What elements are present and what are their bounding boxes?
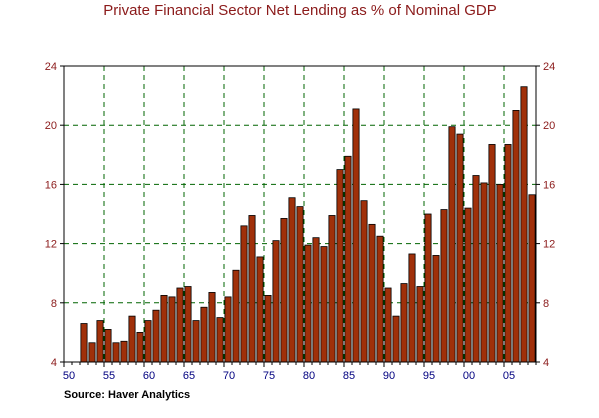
bar-1983 xyxy=(328,215,336,363)
bar-2007 xyxy=(520,86,528,363)
bar-1997 xyxy=(440,209,448,363)
bar-1989 xyxy=(376,235,384,363)
x-tick-label: 50 xyxy=(63,370,75,382)
bar-1994 xyxy=(416,286,424,363)
bar-1972 xyxy=(240,225,248,363)
y-tick-label-left: 12 xyxy=(45,239,57,251)
bar-1952 xyxy=(80,323,88,363)
bar-1990 xyxy=(384,287,392,363)
bar-2006 xyxy=(512,110,520,363)
bar-1962 xyxy=(160,294,168,363)
bar-1973 xyxy=(248,215,256,363)
y-tick-label-right: 24 xyxy=(543,61,555,73)
source-note: Source: Haver Analytics xyxy=(64,389,190,401)
bar-1974 xyxy=(256,256,264,363)
bar-1975 xyxy=(264,294,272,363)
bar-1956 xyxy=(112,342,120,363)
x-tick-label: 05 xyxy=(503,370,515,382)
bar-1988 xyxy=(368,223,376,363)
bar-1991 xyxy=(392,315,400,363)
bar-1995 xyxy=(424,213,432,363)
bar-1976 xyxy=(272,240,280,363)
bar-2000 xyxy=(464,207,472,363)
bar-1985 xyxy=(344,155,352,363)
bar-1999 xyxy=(456,133,464,363)
y-tick-label-left: 8 xyxy=(51,298,57,310)
bar-1982 xyxy=(320,246,328,363)
bar-1993 xyxy=(408,253,416,363)
bar-1964 xyxy=(176,287,184,363)
y-tick-label-right: 4 xyxy=(543,357,549,369)
y-tick-label-right: 20 xyxy=(543,120,555,132)
plot-frame xyxy=(63,65,537,363)
y-tick-label-left: 4 xyxy=(51,357,57,369)
y-tick-label-right: 16 xyxy=(543,179,555,191)
y-tick-label-left: 16 xyxy=(45,179,57,191)
bar-1979 xyxy=(296,206,304,363)
bar-1963 xyxy=(168,296,176,363)
chart-title: Private Financial Sector Net Lending as … xyxy=(103,2,497,19)
bar-1986 xyxy=(352,108,360,363)
bar-1955 xyxy=(104,329,112,363)
bar-1960 xyxy=(144,320,152,363)
x-axis-labels: 50 55 60 65 70 75 80 85 90 95 00 05 xyxy=(63,370,515,382)
bar-1971 xyxy=(232,269,240,363)
x-tick-label: 70 xyxy=(223,370,235,382)
bar-1978 xyxy=(288,197,296,363)
bar-1984 xyxy=(336,169,344,363)
y-tick-label-left: 24 xyxy=(45,61,57,73)
bar-1957 xyxy=(120,340,128,363)
bar-1965 xyxy=(184,286,192,363)
x-tick-label: 60 xyxy=(143,370,155,382)
bar-1970 xyxy=(224,296,232,363)
bar-2004 xyxy=(496,183,504,363)
axis-ticks xyxy=(60,65,540,367)
x-tick-label: 80 xyxy=(303,370,315,382)
bar-1968 xyxy=(208,292,216,363)
x-tick-label: 65 xyxy=(183,370,195,382)
bar-1981 xyxy=(312,237,320,363)
bar-1959 xyxy=(136,331,144,363)
bar-1992 xyxy=(400,283,408,363)
bar-1969 xyxy=(216,317,224,363)
bar-1977 xyxy=(280,218,288,363)
bar-1998 xyxy=(448,126,456,363)
bar-2008 xyxy=(528,194,536,363)
bar-1958 xyxy=(128,315,136,363)
bar-2002 xyxy=(480,182,488,363)
x-tick-label: 85 xyxy=(343,370,355,382)
x-tick-label: 90 xyxy=(383,370,395,382)
y-tick-label-right: 12 xyxy=(543,239,555,251)
bar-1953 xyxy=(88,342,96,363)
bar-1954 xyxy=(96,320,104,363)
bar-2005 xyxy=(504,144,512,363)
bar-1967 xyxy=(200,306,208,363)
y-tick-label-left: 20 xyxy=(45,120,57,132)
bar-1980 xyxy=(304,244,312,363)
y-axis-left-labels: 4 8 12 16 20 24 xyxy=(45,61,57,369)
x-tick-label: 75 xyxy=(263,370,275,382)
x-tick-label: 00 xyxy=(463,370,475,382)
bar-1961 xyxy=(152,309,160,363)
bar-2001 xyxy=(472,175,480,363)
y-tick-label-right: 8 xyxy=(543,298,549,310)
bar-1987 xyxy=(360,200,368,363)
bar-1966 xyxy=(192,320,200,363)
x-tick-label: 95 xyxy=(423,370,435,382)
bar-1996 xyxy=(432,255,440,363)
bars xyxy=(80,86,536,363)
x-tick-label: 55 xyxy=(103,370,115,382)
bar-2003 xyxy=(488,144,496,363)
y-axis-right-labels: 4 8 12 16 20 24 xyxy=(543,61,555,369)
